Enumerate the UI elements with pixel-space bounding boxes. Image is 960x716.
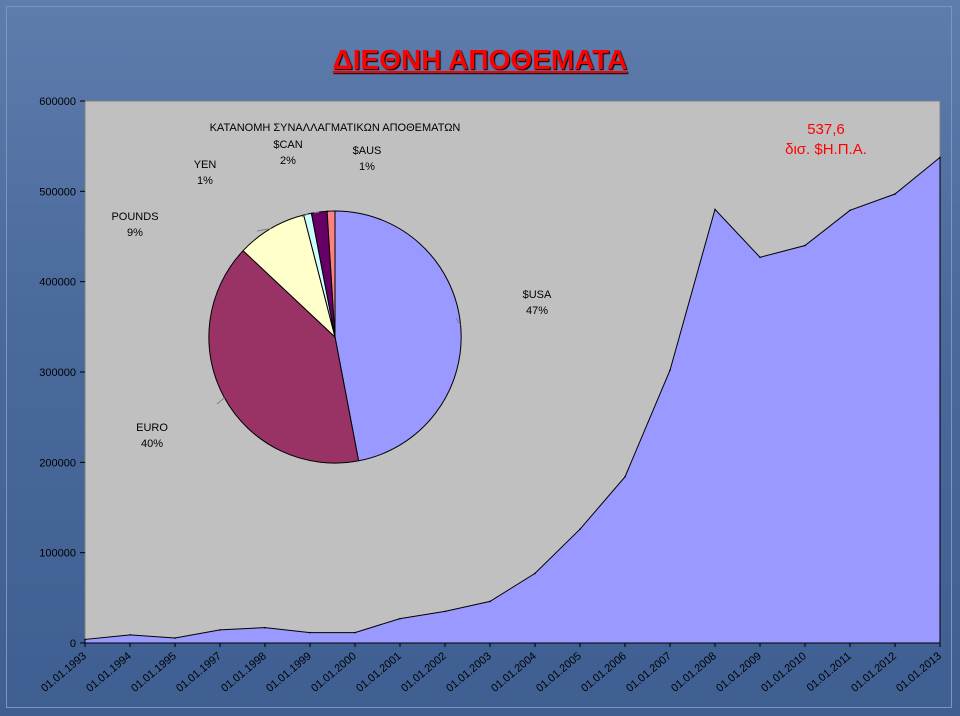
data-point	[849, 209, 851, 212]
pie-label-name: $AUS	[353, 145, 382, 157]
data-point	[219, 629, 221, 631]
pie-label-pct: 2%	[280, 155, 296, 167]
x-tick-label: 01.01.2007	[624, 650, 674, 695]
pie-title: ΚΑΤΑΝΟΜΗ ΣΥΝΑΛΛΑΓΜΑΤΙΚΩΝ ΑΠΟΘΕΜΑΤΩΝ	[210, 122, 461, 134]
y-tick-label: 300000	[39, 367, 76, 379]
x-tick-label: 01.01.2004	[489, 650, 539, 695]
data-point	[939, 156, 941, 159]
y-axis: 0 100000 200000 300000 400000 500000 600000	[39, 96, 85, 650]
x-axis: 01.01.199301.01.199401.01.199501.01.1997…	[39, 643, 944, 695]
data-point	[354, 631, 356, 634]
data-point	[174, 637, 176, 639]
x-tick-label: 01.01.2012	[849, 650, 899, 695]
data-point	[624, 475, 626, 478]
x-tick-label: 01.01.1999	[264, 650, 314, 695]
x-tick-label: 01.01.1995	[129, 650, 179, 695]
x-tick-label: 01.01.1998	[219, 650, 269, 695]
y-tick-label: 400000	[39, 277, 76, 289]
pie-label-pct: 1%	[359, 161, 375, 173]
data-point	[309, 631, 311, 634]
x-tick-label: 01.01.1993	[39, 650, 89, 695]
x-tick-label: 01.01.2009	[714, 650, 764, 695]
data-point	[894, 193, 896, 195]
annotation-unit: δισ. $Η.Π.Α.	[785, 141, 867, 158]
x-tick-label: 01.01.2011	[805, 650, 854, 694]
data-point	[759, 256, 761, 259]
data-point	[264, 626, 266, 629]
pie-slice	[334, 210, 462, 462]
pie-label-name: YEN	[194, 159, 217, 171]
x-tick-label: 01.01.2013	[894, 650, 944, 695]
pie-label-pct: 1%	[197, 175, 213, 187]
pie-leader-line	[313, 211, 320, 214]
pie-label-pct: 40%	[141, 438, 163, 450]
pie-label-name: $USA	[523, 289, 552, 301]
pie-leader-line	[216, 397, 225, 405]
data-point	[489, 600, 491, 603]
x-tick-label: 01.01.2000	[309, 650, 359, 695]
data-point	[534, 572, 536, 575]
y-tick-label: 100000	[39, 548, 76, 560]
pie-label-pct: 47%	[526, 305, 548, 317]
pie-slice	[326, 210, 336, 338]
x-tick-label: 01.01.2006	[579, 650, 629, 695]
y-tick-label: 600000	[39, 96, 76, 108]
data-point	[804, 244, 806, 247]
x-tick-label: 01.01.2005	[534, 650, 584, 695]
data-point	[444, 610, 446, 613]
y-tick-label: 500000	[39, 186, 76, 198]
pie-leader-line	[256, 228, 271, 232]
x-tick-label: 01.01.2010	[759, 650, 809, 695]
pie-leader-line	[301, 213, 308, 218]
pie-leader-line	[455, 317, 461, 326]
y-tick-label: 0	[70, 638, 76, 650]
x-tick-label: 01.01.2001	[354, 650, 404, 695]
x-tick-label: 01.01.1994	[84, 650, 134, 695]
data-point	[129, 634, 131, 636]
annotation-value: 537,6	[807, 121, 845, 138]
pie-chart: $USA 47% EURO 40% POUNDS 9% YEN 1% $CAN 2% $AUS 1%	[111, 139, 552, 464]
data-point	[579, 528, 581, 530]
data-point	[669, 369, 671, 371]
pie-label-name: EURO	[136, 422, 168, 434]
data-point	[84, 638, 86, 641]
data-point	[714, 208, 716, 211]
x-tick-label: 01.01.1997	[174, 650, 224, 695]
pie-label-pct: 9%	[127, 227, 143, 239]
slide-frame	[6, 6, 952, 708]
x-tick-label: 01.01.2003	[444, 650, 494, 695]
y-tick-label: 200000	[39, 457, 76, 469]
pie-label-name: POUNDS	[111, 211, 158, 223]
pie-label-name: $CAN	[273, 139, 302, 151]
data-points	[84, 156, 941, 641]
data-point	[399, 617, 401, 620]
slide-title: ΔΙΕΘΝΗ ΑΠΟΘΕΜΑΤΑ	[332, 44, 628, 75]
x-tick-label: 01.01.2002	[399, 650, 449, 695]
x-tick-label: 01.01.2008	[669, 650, 719, 695]
